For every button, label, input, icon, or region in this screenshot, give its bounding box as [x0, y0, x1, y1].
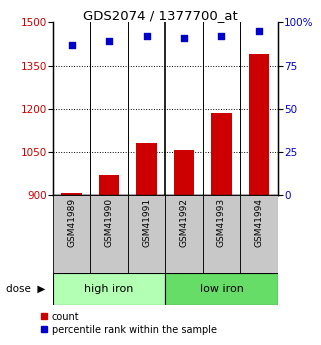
Text: GSM41991: GSM41991 — [142, 198, 151, 247]
Text: GSM41992: GSM41992 — [179, 198, 188, 247]
Text: dose  ▶: dose ▶ — [6, 284, 46, 294]
Bar — [99, 175, 119, 195]
Text: low iron: low iron — [200, 284, 243, 294]
Text: GSM41990: GSM41990 — [105, 198, 114, 247]
Text: GSM41989: GSM41989 — [67, 198, 76, 247]
Bar — [61, 194, 82, 195]
Point — [181, 35, 187, 41]
Text: GSM41993: GSM41993 — [217, 198, 226, 247]
Point — [107, 39, 112, 44]
Bar — [165, 195, 203, 273]
Bar — [249, 54, 269, 195]
Text: GSM41994: GSM41994 — [255, 198, 264, 247]
Point — [144, 33, 149, 39]
Legend: count, percentile rank within the sample: count, percentile rank within the sample — [37, 308, 221, 338]
Bar — [240, 195, 278, 273]
Bar — [174, 150, 194, 195]
Point — [69, 42, 74, 48]
Bar — [165, 273, 278, 305]
Bar — [91, 195, 128, 273]
Point — [256, 28, 262, 34]
Text: high iron: high iron — [84, 284, 134, 294]
Bar — [128, 195, 165, 273]
Text: GDS2074 / 1377700_at: GDS2074 / 1377700_at — [83, 9, 238, 22]
Bar — [211, 113, 232, 195]
Point — [219, 33, 224, 39]
Bar — [53, 273, 165, 305]
Bar — [53, 195, 91, 273]
Bar — [136, 143, 157, 195]
Bar — [203, 195, 240, 273]
